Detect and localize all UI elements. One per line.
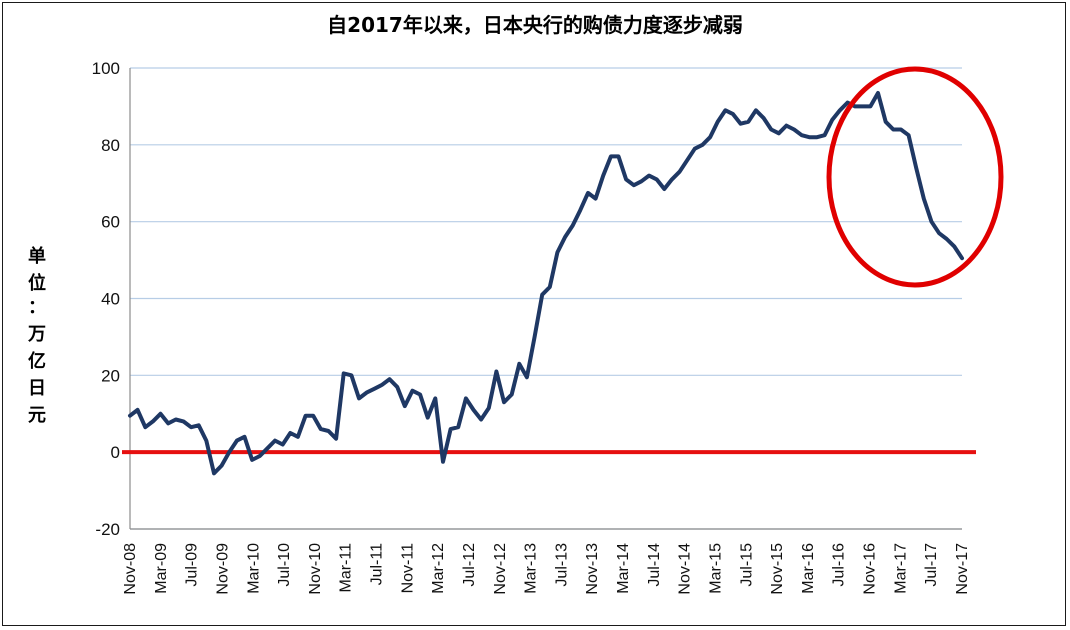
x-tick-label: Nov-13 <box>584 543 601 595</box>
y-axis-label-char: 单 <box>28 245 46 267</box>
x-tick-label: Jul-12 <box>461 543 478 587</box>
x-tick-label: Nov-08 <box>122 543 139 595</box>
y-tick-label: 60 <box>101 213 120 232</box>
x-tick-label: Nov-10 <box>307 543 324 595</box>
x-tick-label: Mar-14 <box>615 543 632 594</box>
highlight-ellipse <box>826 66 1004 288</box>
x-tick-label: Nov-09 <box>214 543 231 595</box>
x-tick-label: Mar-17 <box>892 543 909 594</box>
x-tick-label: Jul-17 <box>923 543 940 587</box>
x-tick-label: Nov-17 <box>954 543 971 595</box>
y-axis-label-char: 亿 <box>28 350 46 372</box>
x-tick-label: Mar-15 <box>707 543 724 594</box>
y-axis-label-char: 万 <box>27 324 46 345</box>
x-tick-label: Mar-10 <box>245 543 262 594</box>
x-tick-label: Jul-16 <box>831 543 848 587</box>
series-group <box>128 91 964 476</box>
x-tick-labels: Nov-08 Mar-09 Jul-09 Nov-09 Mar-10 Jul-10 Nov-… <box>122 543 971 595</box>
x-tick-label: Mar-11 <box>338 543 355 593</box>
y-tick-label: 80 <box>101 136 120 155</box>
x-tick-label: Jul-15 <box>738 543 755 587</box>
chart-title: 自2017年以来，日本央行的购债力度逐步减弱 <box>327 13 743 37</box>
x-tick-label: Jul-11 <box>369 543 386 585</box>
x-tick-label: Nov-11 <box>399 543 416 593</box>
x-tick-label: Jul-09 <box>184 543 201 587</box>
x-tick-label: Mar-09 <box>153 543 170 594</box>
x-tick-label: Nov-12 <box>492 543 509 595</box>
y-tick-label: -20 <box>95 520 120 539</box>
x-tick-label: Jul-13 <box>553 543 570 587</box>
x-tick-label: Mar-13 <box>523 543 540 594</box>
x-tick-label: Nov-16 <box>862 543 879 595</box>
y-axis-label-char: 位 <box>28 272 46 294</box>
x-tick-label: Jul-10 <box>276 543 293 587</box>
y-tick-label: 100 <box>92 59 120 78</box>
x-tick-label: Mar-12 <box>430 543 447 594</box>
y-tick-label: 20 <box>101 366 120 385</box>
y-axis-label-char: 元 <box>28 405 46 426</box>
y-axis-label-char: 日 <box>28 378 46 399</box>
x-tick-label: Mar-16 <box>800 543 817 594</box>
annotation-group <box>826 66 1004 288</box>
y-axis-label-char: ： <box>28 297 46 318</box>
series-line <box>128 91 964 476</box>
x-tick-label: Jul-14 <box>646 543 663 587</box>
y-tick-label: 0 <box>111 443 120 462</box>
y-tick-labels: 100 80 60 40 20 0 -20 <box>92 59 120 539</box>
x-tick-label: Nov-14 <box>677 543 694 595</box>
y-tick-label: 40 <box>101 290 120 309</box>
x-tick-label: Nov-15 <box>769 543 786 595</box>
